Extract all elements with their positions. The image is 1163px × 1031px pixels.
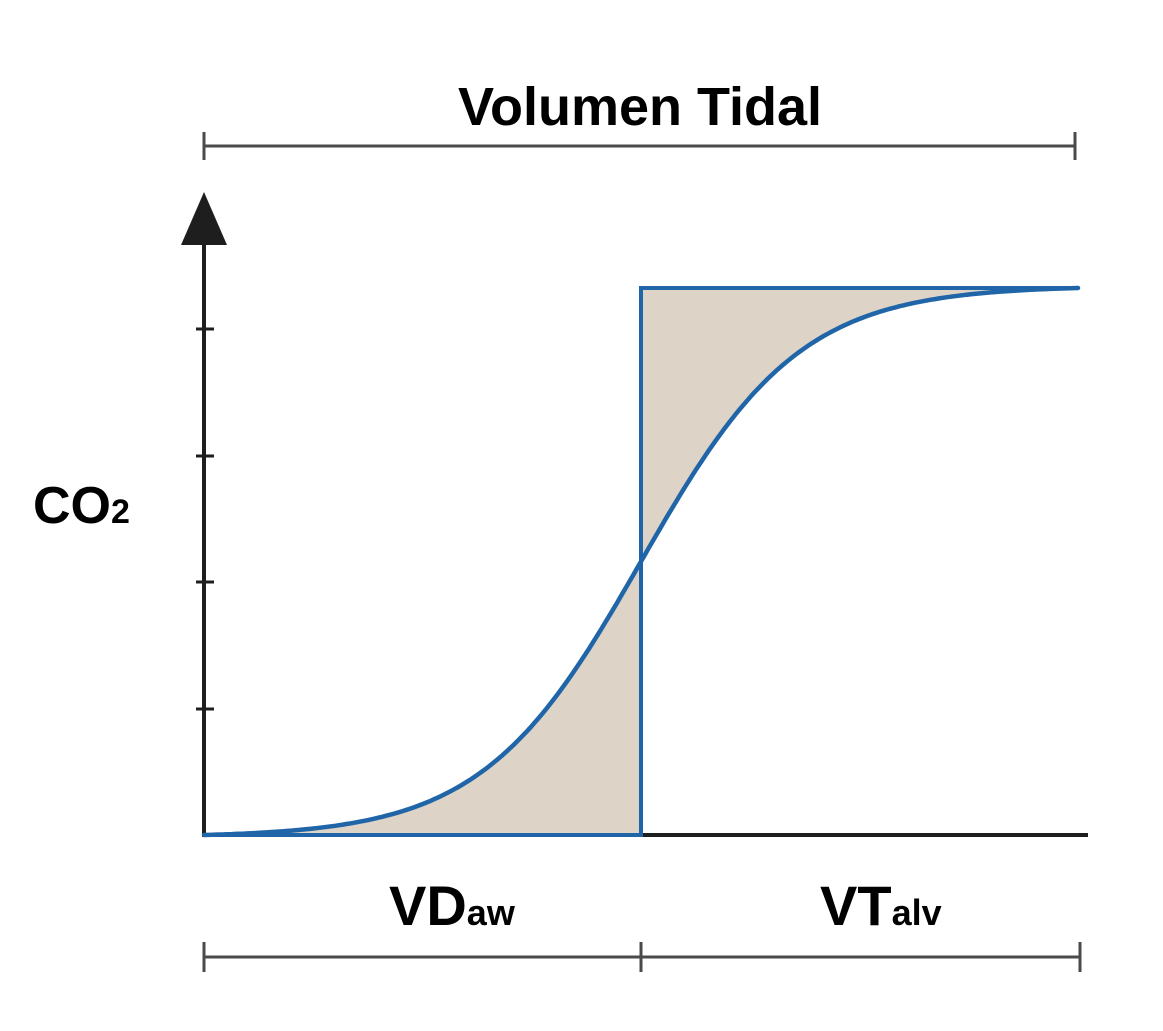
y-axis-arrowhead — [181, 192, 227, 245]
segments-bracket — [202, 942, 1082, 972]
y-axis-label: CO2 — [33, 477, 130, 535]
y-axis — [181, 192, 227, 837]
segment-label-alveolar: VTalv — [820, 874, 942, 937]
shaded-area-dead-space — [204, 561, 641, 835]
co2-curve — [201, 285, 1081, 838]
diagram-title: Volumen Tidal — [458, 77, 822, 137]
shaded-area-alveolar — [641, 288, 1078, 562]
segment-label-dead-space: VDaw — [389, 874, 516, 937]
tidal-volume-bracket — [202, 132, 1077, 160]
